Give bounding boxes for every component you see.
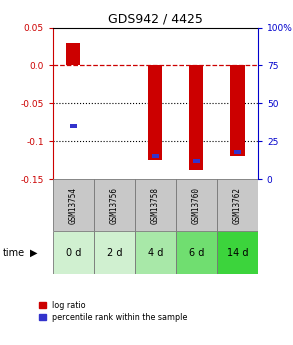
Bar <box>234 150 241 154</box>
Bar <box>69 124 77 128</box>
Text: 4 d: 4 d <box>148 248 163 258</box>
Legend: log ratio, percentile rank within the sample: log ratio, percentile rank within the sa… <box>39 301 188 322</box>
FancyBboxPatch shape <box>176 179 217 231</box>
FancyBboxPatch shape <box>135 231 176 274</box>
Bar <box>66 43 80 66</box>
Text: GSM13754: GSM13754 <box>69 187 78 224</box>
FancyBboxPatch shape <box>94 179 135 231</box>
Text: GSM13756: GSM13756 <box>110 187 119 224</box>
Text: 14 d: 14 d <box>226 248 248 258</box>
Text: GSM13762: GSM13762 <box>233 187 242 224</box>
Title: GDS942 / 4425: GDS942 / 4425 <box>108 12 203 25</box>
Bar <box>230 66 244 156</box>
Bar <box>193 159 200 163</box>
Bar <box>189 66 204 170</box>
FancyBboxPatch shape <box>53 179 94 231</box>
Text: GSM13758: GSM13758 <box>151 187 160 224</box>
Text: GSM13760: GSM13760 <box>192 187 201 224</box>
Text: time: time <box>3 248 25 258</box>
Text: 2 d: 2 d <box>107 248 122 258</box>
Text: 6 d: 6 d <box>189 248 204 258</box>
FancyBboxPatch shape <box>176 231 217 274</box>
Bar <box>148 66 162 160</box>
Text: 0 d: 0 d <box>66 248 81 258</box>
Bar <box>151 155 159 158</box>
FancyBboxPatch shape <box>217 231 258 274</box>
FancyBboxPatch shape <box>217 179 258 231</box>
FancyBboxPatch shape <box>53 231 94 274</box>
FancyBboxPatch shape <box>135 179 176 231</box>
FancyBboxPatch shape <box>94 231 135 274</box>
Text: ▶: ▶ <box>30 248 38 258</box>
